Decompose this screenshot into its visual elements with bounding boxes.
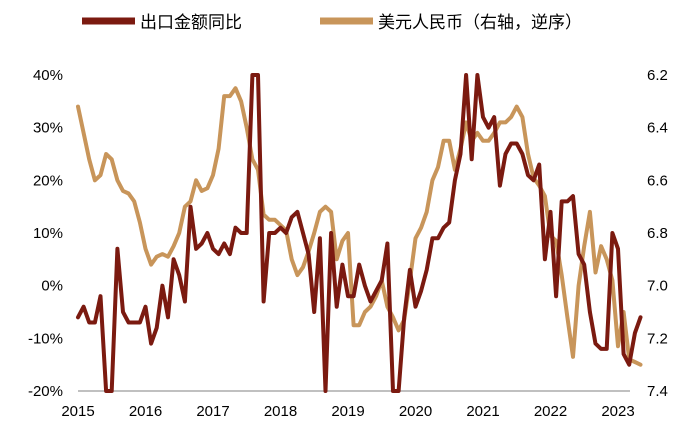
- x-tick-label: 2018: [264, 403, 297, 420]
- y-right-tick-label: 6.2: [647, 67, 668, 84]
- y-left-tick-label: 40%: [33, 67, 63, 84]
- legend-label-usdcny: 美元人民币（右轴，逆序）: [378, 13, 582, 33]
- series-line-usdcny: [76, 86, 643, 367]
- x-tick-label: 2016: [129, 403, 162, 420]
- x-tick-label: 2020: [399, 403, 432, 420]
- x-tick-label: 2019: [331, 403, 364, 420]
- y-right-axis: 6.2 6.4 6.6 6.8 7.0 7.2 7.4: [647, 67, 668, 400]
- y-right-tick-label: 6.6: [647, 172, 668, 189]
- x-axis: 2015 2016 2017 2018 2019 2020 2021 2022 2023: [61, 403, 634, 420]
- series-line-export: [76, 73, 643, 393]
- x-tick-label: 2021: [466, 403, 499, 420]
- y-left-tick-label: 20%: [33, 172, 63, 189]
- x-tick-label: 2022: [534, 403, 567, 420]
- y-right-tick-label: 6.4: [647, 120, 668, 137]
- y-left-tick-label: -20%: [28, 383, 63, 400]
- x-tick-label: 2023: [601, 403, 634, 420]
- x-tick-label: 2015: [61, 403, 94, 420]
- y-right-tick-label: 7.2: [647, 330, 668, 347]
- y-left-tick-label: 10%: [33, 225, 63, 242]
- legend: 出口金额同比 美元人民币（右轴，逆序）: [82, 13, 582, 33]
- y-left-axis: 40% 30% 20% 10% 0% -10% -20%: [28, 67, 63, 400]
- legend-label-export: 出口金额同比: [140, 13, 242, 33]
- y-right-tick-label: 7.0: [647, 278, 668, 295]
- x-tick-label: 2017: [196, 403, 229, 420]
- y-left-tick-label: 0%: [41, 278, 63, 295]
- y-left-tick-label: 30%: [33, 120, 63, 137]
- y-right-tick-label: 6.8: [647, 225, 668, 242]
- plot-area: [76, 73, 643, 393]
- y-right-tick-label: 7.4: [647, 383, 668, 400]
- y-left-tick-label: -10%: [28, 330, 63, 347]
